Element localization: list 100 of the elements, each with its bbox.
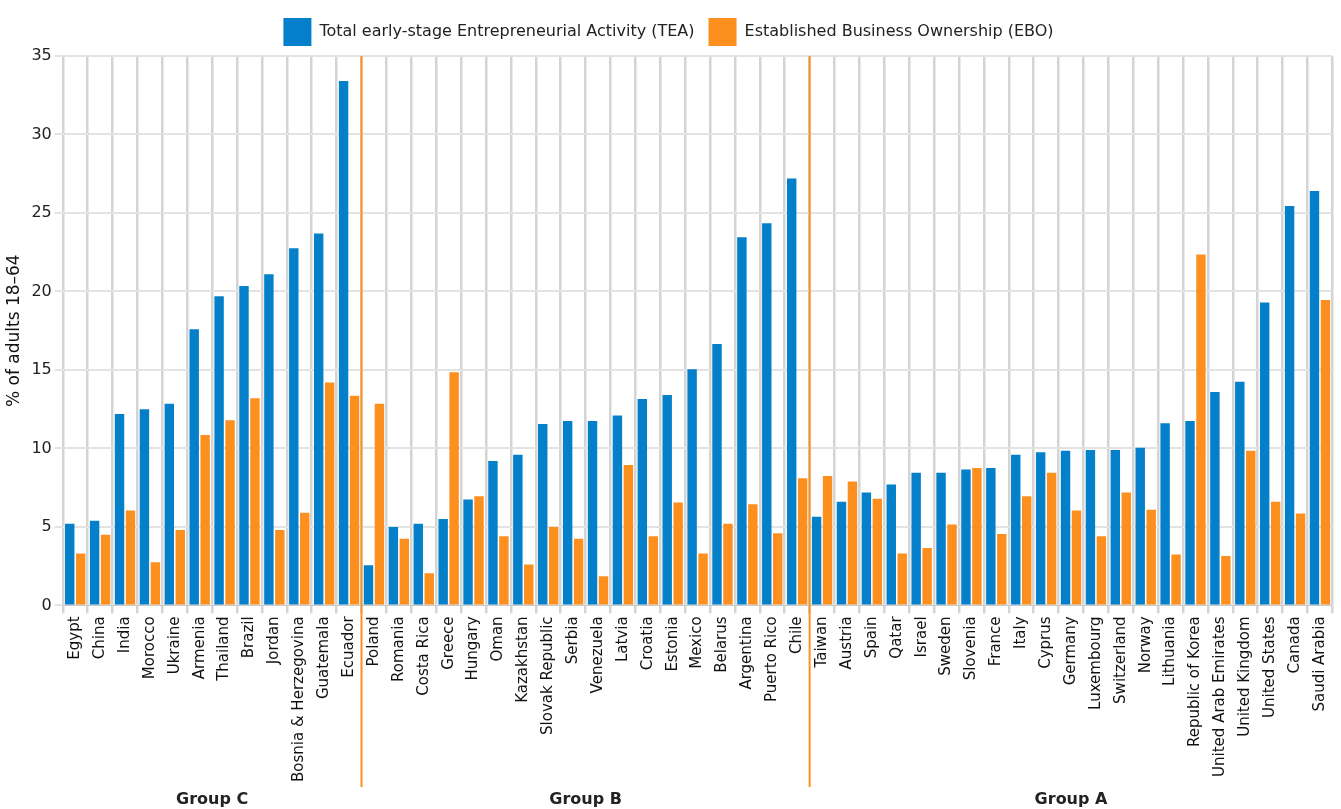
bar: [399, 538, 410, 605]
x-tick-label: China: [89, 616, 108, 660]
x-tick-label: Switzerland: [1110, 616, 1129, 704]
x-tick-label: Taiwan: [811, 616, 830, 669]
bar: [997, 533, 1007, 605]
bar: [313, 233, 324, 605]
bar: [847, 481, 858, 605]
bar: [1235, 381, 1245, 605]
bar: [897, 553, 907, 605]
bar: [911, 472, 921, 605]
bar: [275, 530, 285, 605]
text: Group B: [549, 789, 622, 809]
x-tick-label: Latvia: [612, 616, 631, 663]
x-tick-label: Armenia: [189, 616, 208, 680]
bar: [922, 548, 932, 605]
x-tick-label: Italy: [1011, 616, 1030, 649]
bar: [986, 468, 996, 605]
x-tick-label: Poland: [363, 616, 382, 667]
x-tick-label: Lithuania: [1160, 616, 1179, 686]
x-tick-label: Slovak Republic: [538, 616, 557, 735]
x-tick-label: Costa Rica: [413, 616, 432, 696]
y-tick-label: 20: [31, 280, 52, 300]
bar: [872, 498, 883, 605]
y-tick-label: 15: [31, 359, 52, 379]
bar: [562, 420, 573, 605]
x-tick-label: Slovenia: [961, 616, 980, 681]
x-tick-label: Argentina: [737, 616, 756, 690]
bar: [637, 398, 648, 605]
bar: [936, 472, 946, 605]
bar: [1284, 205, 1295, 605]
x-tick-label: Austria: [836, 616, 855, 670]
bar: [100, 534, 111, 605]
bar: [1210, 391, 1220, 605]
bar: [947, 524, 957, 605]
x-tick-label: Ecuador: [338, 615, 357, 678]
bar: [1196, 254, 1206, 605]
x-tick-label: Qatar: [886, 615, 905, 659]
bar: [513, 454, 523, 605]
x-tick-label: Cyprus: [1036, 616, 1055, 669]
bar: [75, 553, 86, 605]
bar: [662, 395, 672, 605]
x-tick-label: Norway: [1135, 616, 1154, 674]
bar: [139, 409, 150, 605]
bar: [712, 344, 722, 605]
x-tick-label: Hungary: [463, 616, 482, 681]
x-tick-label: Croatia: [637, 616, 656, 671]
bar: [289, 248, 299, 605]
x-tick-label: Republic of Korea: [1185, 616, 1204, 748]
bar: [1221, 555, 1231, 605]
bar: [886, 484, 896, 605]
x-tick-label: Luxembourg: [1085, 616, 1104, 710]
bar: [1121, 492, 1131, 605]
bar: [1011, 454, 1021, 605]
bar: [164, 403, 175, 605]
bar: [200, 435, 210, 605]
bar: [723, 523, 733, 605]
x-tick-label: Chile: [787, 616, 806, 654]
x-tick-label: Kazakhstan: [513, 616, 532, 703]
bar: [961, 469, 971, 605]
bar: [1035, 452, 1046, 605]
bar: [239, 285, 249, 605]
x-tick-label: Serbia: [563, 616, 581, 665]
bar: [1046, 472, 1057, 605]
bar: [225, 420, 235, 605]
bar: [1060, 450, 1071, 605]
x-tick-label: Brazil: [239, 616, 258, 659]
bar: [413, 523, 423, 605]
y-tick-label: 10: [31, 437, 52, 457]
bar: [1146, 509, 1156, 605]
bar: [264, 274, 274, 605]
bar: [324, 382, 335, 605]
x-tick-label: Belarus: [712, 616, 731, 673]
bar: [363, 565, 374, 605]
bar: [1270, 501, 1281, 605]
x-tick-label: Thailand: [214, 616, 233, 682]
legend-label: Established Business Ownership (EBO): [744, 21, 1054, 41]
bar: [150, 562, 161, 605]
x-tick-label: Morocco: [139, 616, 158, 680]
text: Group C: [176, 789, 249, 809]
x-tick-label: Sweden: [936, 616, 955, 676]
bar: [673, 502, 683, 605]
bar: [1246, 450, 1256, 605]
bar: [797, 478, 808, 605]
bar: [861, 492, 872, 605]
bar: [612, 415, 623, 605]
bar: [89, 520, 100, 605]
x-tick-label: United Kingdom: [1235, 616, 1254, 737]
bar: [214, 296, 224, 605]
x-tick-label: Canada: [1284, 616, 1303, 674]
x-tick-label: Oman: [488, 616, 507, 662]
bar: [449, 372, 459, 605]
bar: [499, 536, 509, 605]
bar: [349, 395, 360, 605]
bar: [474, 496, 484, 605]
bar: [573, 538, 584, 605]
y-tick-label: 5: [41, 516, 52, 536]
bar: [811, 516, 822, 605]
x-tick-label: Romania: [388, 616, 407, 683]
x-tick-label: Jordan: [264, 616, 283, 666]
y-axis-title: % of adults 18–64: [2, 254, 23, 408]
